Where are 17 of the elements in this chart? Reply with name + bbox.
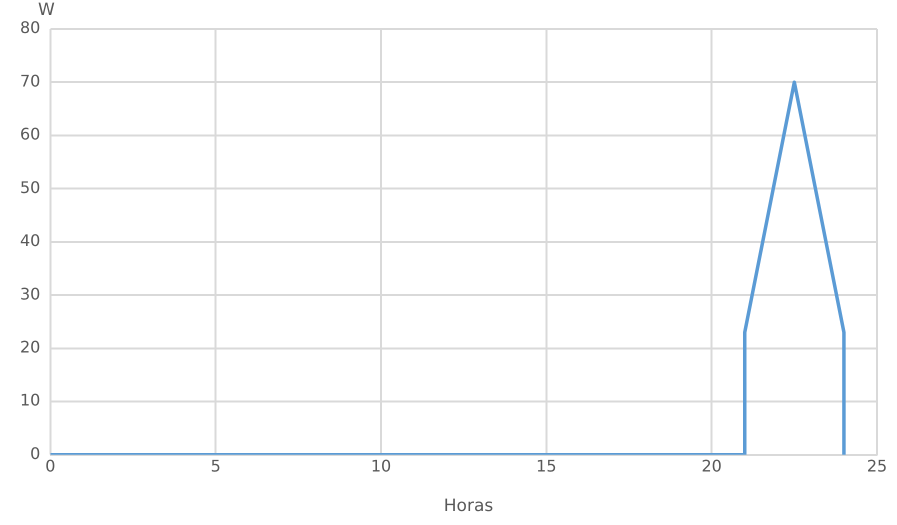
- y-tick-label: 70: [20, 71, 40, 90]
- x-tick-label: 10: [370, 456, 392, 476]
- y-tick-label: 10: [20, 390, 40, 410]
- y-tick-label: 50: [20, 178, 40, 197]
- x-tick-label: 0: [45, 456, 56, 476]
- y-tick-label: 0: [30, 444, 40, 463]
- x-tick-label: 15: [536, 456, 557, 476]
- y-tick-label: 30: [20, 284, 40, 304]
- y-tick-label: 40: [20, 231, 40, 250]
- y-tick-label: 60: [20, 124, 40, 144]
- y-axis-title: W: [38, 0, 55, 20]
- x-tick-label: 20: [701, 456, 722, 476]
- x-tick-label: 5: [210, 456, 221, 476]
- y-tick-label: 80: [20, 18, 40, 38]
- y-tick-label: 20: [20, 338, 40, 357]
- x-axis-title: Horas: [442, 496, 494, 516]
- x-tick-label: 25: [866, 456, 888, 476]
